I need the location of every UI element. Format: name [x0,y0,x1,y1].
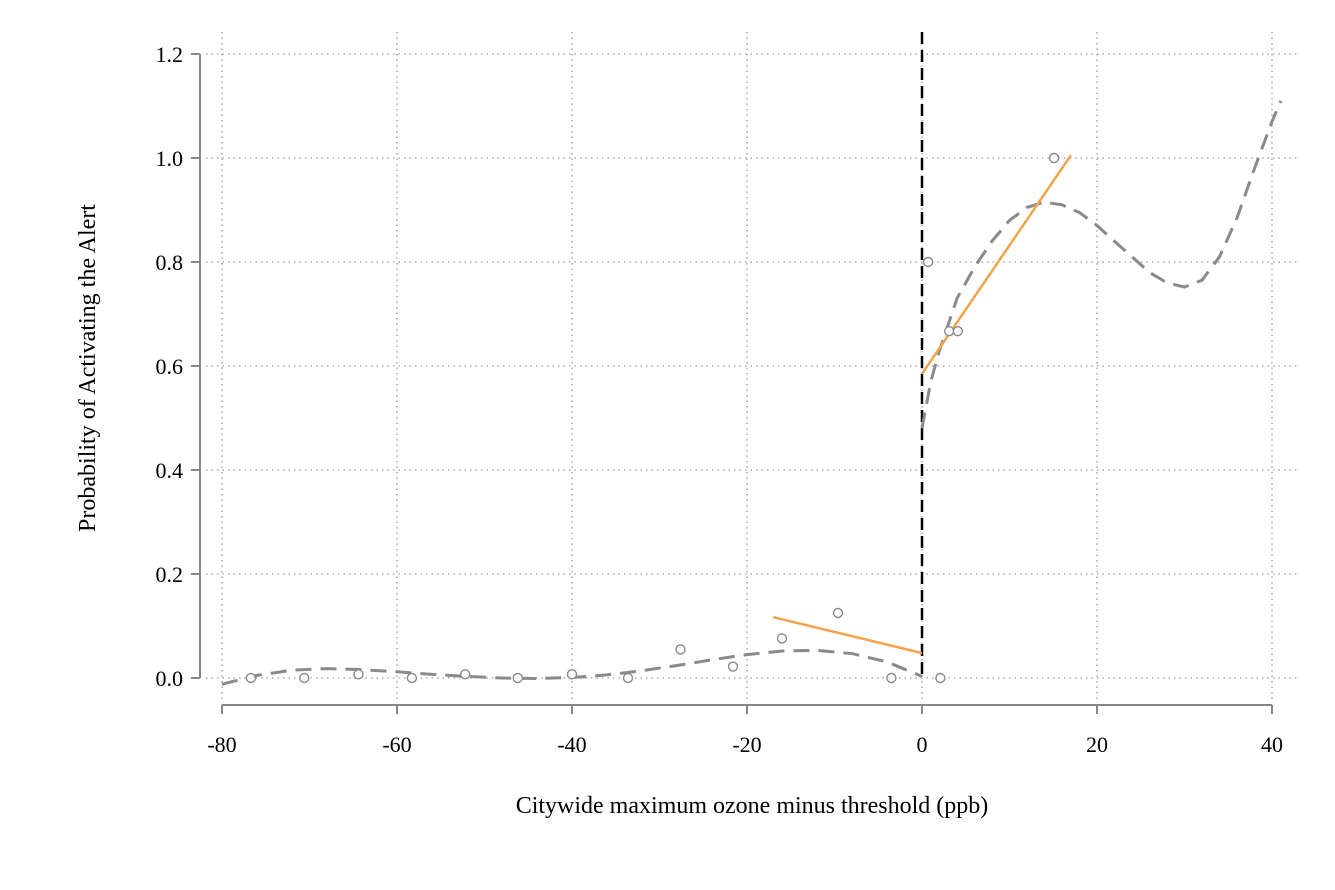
linear-fit-segment-right [920,154,1072,375]
x-tick-label: -60 [382,732,411,757]
linear-fit-segment-left [772,615,923,655]
binned-mean-point [1048,152,1060,164]
y-tick-label: 0.0 [156,666,184,691]
x-tick-label: 40 [1261,732,1283,757]
polynomial-fit-right [920,100,1283,429]
y-tick-label: 0.8 [156,250,184,275]
binned-mean-point [512,672,523,684]
x-tick-label: 0 [917,732,928,757]
binned-means [245,152,1060,684]
y-tick-label: 0.2 [156,562,184,587]
axes [191,53,1273,714]
binned-mean-point [622,672,634,684]
x-tick-label: -80 [207,732,236,757]
y-tick-label: 0.6 [156,354,184,379]
x-tick-label: -40 [557,732,586,757]
binned-mean-point [245,672,257,684]
grid-lines [206,32,1298,699]
polynomial-fit [221,100,1283,686]
y-axis-title: Probability of Activating the Alert [75,204,101,532]
binned-mean-point [299,672,310,684]
binned-mean-point [353,669,364,680]
binned-mean-point [776,633,788,644]
binned-mean-point [675,644,686,655]
y-tick-label: 1.0 [156,146,184,171]
y-tick-label: 1.2 [156,42,184,67]
binned-mean-point [566,669,578,680]
binned-mean-point [952,325,964,337]
binned-mean-point [460,669,471,680]
local-linear-fit [772,154,1072,655]
tick-labels: 0.0 0.2 0.4 0.6 0.8 1.0 1.2 -80 -60 -40 -20 0 20 40 [156,42,1284,757]
x-tick-label: 20 [1086,732,1108,757]
y-tick-label: 0.4 [156,458,184,483]
x-axis-title: Citywide maximum ozone minus threshold (… [516,793,989,819]
binned-mean-point [886,672,897,684]
binned-mean-point [406,672,418,684]
binned-mean-point [727,661,739,672]
binned-mean-point [922,256,934,268]
binned-mean-point [832,607,844,619]
binned-mean-point [935,672,946,684]
binned-mean-point [943,325,955,337]
x-tick-label: -20 [732,732,761,757]
